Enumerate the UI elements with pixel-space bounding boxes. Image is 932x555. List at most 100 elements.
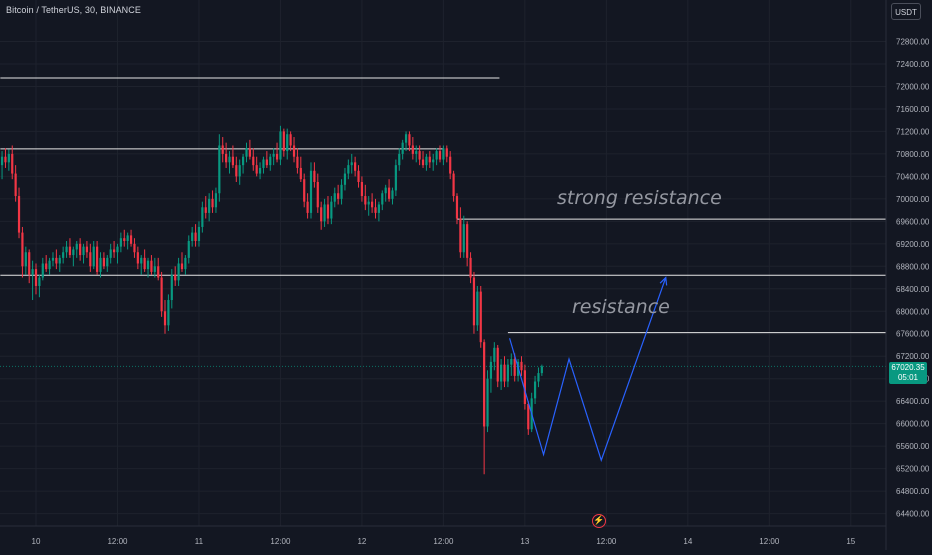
candle-body (435, 151, 438, 160)
price-tick-label: 72800.00 (896, 38, 930, 47)
candle (180, 252, 184, 272)
candle-body (364, 196, 367, 205)
candle (364, 184, 367, 211)
candle (167, 294, 170, 331)
candle (133, 238, 136, 258)
candle (170, 269, 173, 309)
symbol-title: Bitcoin / TetherUS, 30, BINANCE (6, 5, 141, 15)
candle-body (313, 170, 316, 182)
price-tick-label: 69600.00 (896, 217, 930, 226)
strong-resistance-label: strong resistance (557, 187, 722, 209)
candle-body (55, 257, 58, 264)
candle (330, 196, 333, 225)
candle (221, 137, 224, 163)
candle-body (408, 134, 411, 146)
candle (106, 255, 109, 272)
candle-body (343, 173, 347, 185)
candle-body (180, 263, 184, 270)
candle-body (143, 257, 146, 270)
candle (384, 184, 387, 202)
candle (17, 187, 21, 239)
candle (228, 151, 231, 174)
bar-countdown: 05:01 (897, 373, 919, 382)
candle-body (150, 260, 153, 272)
lightning-icon[interactable]: ⚡ (592, 514, 606, 528)
candle (28, 249, 31, 284)
candle (503, 356, 506, 388)
candle (343, 167, 347, 191)
price-tick-label: 66000.00 (896, 420, 930, 429)
candle-body (177, 263, 180, 281)
candle-body (500, 364, 503, 382)
time-tick-label: 10 (32, 537, 41, 546)
candle (449, 151, 452, 180)
candle-body (123, 238, 126, 242)
candle-body (133, 243, 136, 253)
candle-body (201, 207, 204, 227)
candle (38, 274, 41, 298)
time-axis[interactable]: 10 12:00 11 12:00 12 12:00 13 12:00 14 12:00 15 (0, 525, 886, 546)
candle (201, 201, 204, 233)
candle (72, 246, 75, 267)
candle-body (296, 156, 299, 168)
candle-body (279, 131, 282, 160)
candle (340, 179, 343, 205)
candles-layer (0, 125, 543, 475)
price-tick-label: 68400.00 (896, 285, 930, 294)
candle-body (218, 145, 221, 194)
candle-body (191, 232, 194, 242)
candle-body (282, 131, 285, 152)
candle-body (449, 156, 452, 174)
currency-button[interactable]: USDT (891, 3, 921, 20)
candle (496, 344, 499, 388)
candle-body (506, 364, 510, 382)
resistance-label: resistance (572, 296, 670, 318)
time-tick-label: 11 (195, 537, 204, 546)
time-tick-label: 12:00 (107, 537, 128, 546)
candle (354, 156, 357, 177)
price-axis[interactable]: 72800.00 72400.00 72000.00 71600.00 71200.00… (885, 0, 930, 550)
price-tick-label: 70400.00 (896, 172, 930, 181)
candle-body (347, 165, 350, 174)
candle-body (537, 373, 540, 382)
price-tick-label: 72000.00 (896, 82, 930, 91)
candle (415, 145, 418, 163)
candle-body (258, 167, 262, 174)
candle-body (533, 381, 537, 399)
candle (303, 173, 306, 208)
candle (153, 257, 156, 278)
candle (34, 263, 38, 295)
candle (418, 145, 421, 166)
candle (89, 243, 92, 272)
candle (394, 159, 397, 197)
candle (306, 193, 309, 219)
candle-body (384, 187, 387, 194)
candle (146, 257, 150, 278)
time-tick-label: 15 (846, 537, 855, 546)
price-tick-label: 71200.00 (896, 127, 930, 136)
candle (96, 241, 99, 275)
candle (316, 173, 319, 213)
candle-body (85, 246, 89, 253)
candle-body (11, 153, 14, 174)
candle (445, 145, 448, 163)
candle-body (510, 359, 513, 365)
candle-body (38, 277, 41, 286)
candle-body (58, 257, 61, 264)
candle-body (286, 134, 289, 152)
candle-body (442, 148, 445, 160)
candle-body (445, 148, 448, 157)
candle-body (309, 170, 313, 213)
candle-body (411, 145, 414, 154)
candle-body (153, 266, 156, 272)
candle-body (51, 257, 55, 261)
candle-body (323, 204, 326, 222)
candle (184, 255, 187, 275)
candle-body (391, 190, 394, 199)
candle-body (34, 269, 38, 286)
candle (350, 153, 353, 174)
candle (258, 162, 262, 180)
candle (126, 232, 129, 250)
